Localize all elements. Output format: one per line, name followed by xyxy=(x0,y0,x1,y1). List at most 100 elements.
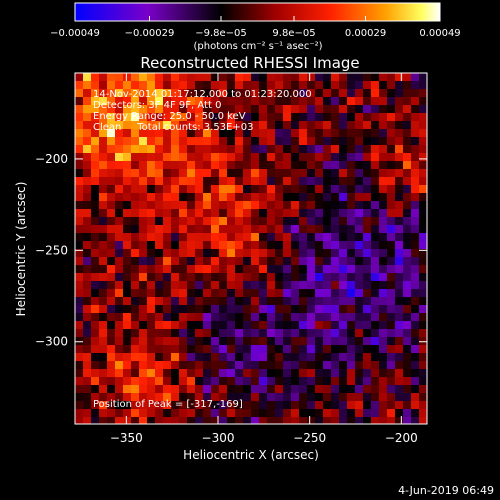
heatmap-cell xyxy=(419,161,427,170)
heatmap-cell xyxy=(347,241,356,250)
heatmap-cell xyxy=(275,377,284,386)
heatmap-cell xyxy=(283,313,292,322)
heatmap-cell xyxy=(195,409,204,418)
heatmap-cell xyxy=(211,185,220,194)
heatmap-cell xyxy=(163,81,172,90)
heatmap-cell xyxy=(371,353,380,362)
heatmap-cell xyxy=(203,337,212,346)
heatmap-cell xyxy=(371,73,380,82)
heatmap-cell xyxy=(419,361,427,370)
heatmap-cell xyxy=(323,257,332,266)
heatmap-cell xyxy=(235,265,244,274)
heatmap-cell xyxy=(371,153,380,162)
heatmap-cell xyxy=(75,337,84,346)
heatmap-cell xyxy=(339,137,348,146)
heatmap-cell xyxy=(379,241,388,250)
heatmap-cell xyxy=(275,193,284,202)
heatmap-cell xyxy=(395,345,404,354)
heatmap-cell xyxy=(219,201,228,210)
heatmap-cell xyxy=(235,321,244,330)
heatmap-cell xyxy=(99,265,108,274)
heatmap-cell xyxy=(347,121,356,130)
heatmap-cell xyxy=(259,241,268,250)
heatmap-cell xyxy=(83,313,92,322)
heatmap-cell xyxy=(387,345,396,354)
heatmap-cell xyxy=(147,193,156,202)
heatmap-cell xyxy=(99,305,108,314)
heatmap-cell xyxy=(179,81,188,90)
heatmap-cell xyxy=(331,89,340,98)
x-tick-label: −200 xyxy=(385,431,418,445)
heatmap-cell xyxy=(195,377,204,386)
heatmap-cell xyxy=(259,177,268,186)
heatmap-cell xyxy=(195,337,204,346)
heatmap-cell xyxy=(75,169,84,178)
heatmap-cell xyxy=(315,297,324,306)
heatmap-cell xyxy=(171,169,180,178)
heatmap-cell xyxy=(307,385,316,394)
heatmap-cell xyxy=(339,201,348,210)
heatmap-cell xyxy=(243,161,252,170)
heatmap-cell xyxy=(131,161,140,170)
heatmap-cell xyxy=(131,217,140,226)
heatmap-cell xyxy=(203,241,212,250)
heatmap-cell xyxy=(371,81,380,90)
heatmap-cell xyxy=(227,257,236,266)
heatmap-cell xyxy=(123,241,132,250)
heatmap-cell xyxy=(91,345,100,354)
heatmap-cell xyxy=(371,305,380,314)
heatmap-cell xyxy=(99,401,108,410)
heatmap-cell xyxy=(155,193,164,202)
heatmap-cell xyxy=(403,121,412,130)
heatmap-cell xyxy=(251,233,260,242)
heatmap-cell xyxy=(323,193,332,202)
heatmap-cell xyxy=(91,401,100,410)
heatmap-cell xyxy=(131,169,140,178)
heatmap-cell xyxy=(171,161,180,170)
heatmap-cell xyxy=(171,249,180,258)
heatmap-cell xyxy=(403,361,412,370)
heatmap-cell xyxy=(107,265,116,274)
heatmap-cell xyxy=(235,81,244,90)
heatmap-cell xyxy=(235,401,244,410)
heatmap-cell xyxy=(107,185,116,194)
heatmap-cell xyxy=(283,305,292,314)
heatmap-cell xyxy=(355,281,364,290)
heatmap-cell xyxy=(267,137,276,146)
heatmap-cell xyxy=(283,217,292,226)
heatmap-cell xyxy=(267,321,276,330)
heatmap-cell xyxy=(139,329,148,338)
heatmap-cell xyxy=(347,289,356,298)
heatmap-cell xyxy=(195,185,204,194)
heatmap-cell xyxy=(323,289,332,298)
heatmap-cell xyxy=(187,137,196,146)
heatmap-cell xyxy=(387,297,396,306)
heatmap-cell xyxy=(299,321,308,330)
heatmap-cell xyxy=(243,81,252,90)
heatmap-cell xyxy=(283,417,292,424)
heatmap-cell xyxy=(251,209,260,218)
heatmap-cell xyxy=(419,105,427,114)
heatmap-cell xyxy=(291,249,300,258)
heatmap-cell xyxy=(235,337,244,346)
heatmap-cell xyxy=(331,73,340,82)
heatmap-cell xyxy=(267,177,276,186)
heatmap-cell xyxy=(259,73,268,82)
heatmap-cell xyxy=(403,185,412,194)
heatmap-cell xyxy=(275,73,284,82)
heatmap-cell xyxy=(339,185,348,194)
heatmap-cell xyxy=(411,401,420,410)
heatmap-cell xyxy=(355,185,364,194)
heatmap-cell xyxy=(299,97,308,106)
heatmap-cell xyxy=(211,177,220,186)
heatmap-cell xyxy=(411,145,420,154)
heatmap-cell xyxy=(275,353,284,362)
heatmap-cell xyxy=(219,385,228,394)
heatmap-cell xyxy=(171,193,180,202)
heatmap-cell xyxy=(355,409,364,418)
heatmap-cell xyxy=(387,385,396,394)
heatmap-cell xyxy=(403,353,412,362)
heatmap-cell xyxy=(123,361,132,370)
heatmap-cell xyxy=(75,401,84,410)
heatmap-cell xyxy=(283,177,292,186)
